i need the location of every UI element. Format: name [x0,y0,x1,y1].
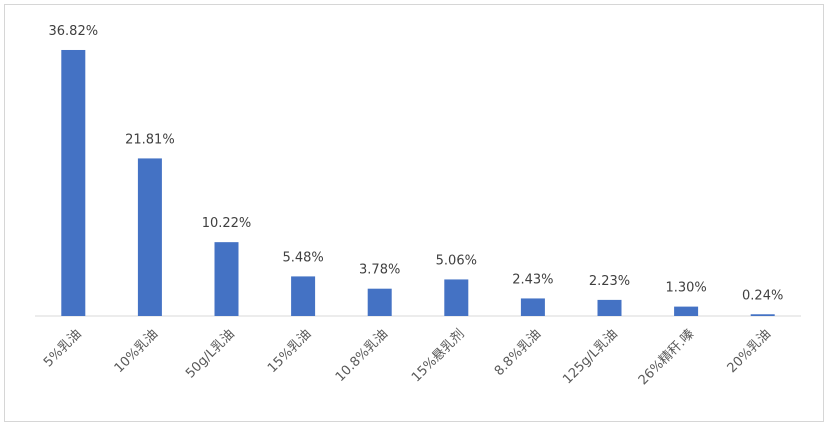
data-label-1: 21.81% [125,132,175,147]
data-label-9: 0.24% [742,288,783,303]
chart-container: 36.82% 5%乳油 21.81% 10%乳油 10.22% 50g/L乳油 5.48% 1… [4,4,824,422]
x-tick-label-5: 15%悬乳剂 [409,327,468,386]
bar-7 [597,299,622,316]
x-tick-label-2: 50g/L乳油 [183,327,238,382]
x-tick-label-0: 5%乳油 [41,327,85,371]
data-label-6: 2.43% [512,272,553,287]
x-tick-label-8: 26%精秆.嗪 [636,327,698,389]
data-label-8: 1.30% [665,281,706,296]
bar-5 [444,279,469,316]
bar-3 [291,276,316,316]
x-tick-label-4: 10.8%乳油 [333,327,391,385]
data-label-7: 2.23% [589,274,630,289]
x-tick-label-3: 15%乳油 [265,327,314,376]
x-tick-label-6: 8.8%乳油 [492,327,544,379]
bar-2 [214,242,239,316]
x-tick-label-1: 10%乳油 [112,327,161,376]
x-tick-label-7: 125g/L乳油 [560,327,621,388]
x-tick-label-9: 20%乳油 [725,327,774,376]
data-label-4: 3.78% [359,263,400,278]
data-label-5: 5.06% [436,253,477,268]
bar-1 [137,158,162,316]
bar-6 [520,298,545,316]
data-label-2: 10.22% [202,216,252,231]
bar-chart: 36.82% 5%乳油 21.81% 10%乳油 10.22% 50g/L乳油 5.48% 1… [35,24,801,389]
data-label-0: 36.82% [49,24,99,39]
bar-4 [367,288,392,316]
bar-0 [61,49,86,316]
bar-8 [674,306,699,316]
bar-9 [750,314,775,316]
data-label-3: 5.48% [282,250,323,265]
